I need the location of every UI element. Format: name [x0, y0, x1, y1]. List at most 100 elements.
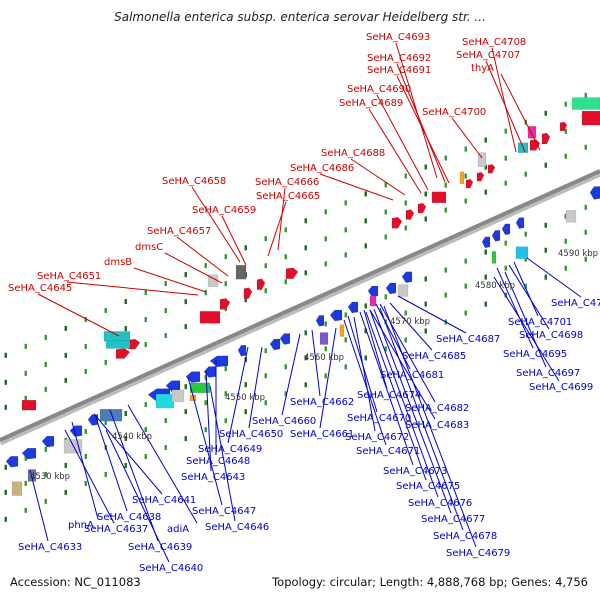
tick-mark — [484, 274, 487, 280]
tick-mark — [164, 308, 167, 314]
gene-arrow — [481, 236, 491, 249]
tick-mark — [524, 283, 527, 289]
tick-mark — [464, 283, 467, 289]
tick-mark — [504, 265, 507, 271]
gene-arrow — [347, 301, 359, 314]
tick-mark — [384, 209, 387, 215]
gene-label: SeHA_C4643 — [181, 472, 245, 483]
tick-mark — [64, 352, 67, 358]
tick-mark — [424, 216, 427, 222]
gene-label: SeHA_C4682 — [405, 403, 469, 414]
gene-label: SeHA_C4677 — [421, 514, 485, 525]
gene-arrow — [69, 425, 83, 437]
backbone-line — [0, 169, 600, 442]
tick-mark — [364, 191, 367, 197]
gene-block — [105, 340, 131, 349]
gene-label: SeHA_C4672 — [345, 432, 409, 443]
topology-label: Topology: circular; Length: 4,888,768 bp… — [272, 575, 588, 589]
tick-mark — [204, 263, 207, 269]
tick-mark — [204, 375, 207, 381]
callout-line — [508, 264, 550, 330]
gene-arrow — [405, 209, 415, 220]
gene-label: SeHA_C4647 — [192, 506, 256, 517]
tick-mark — [584, 229, 587, 235]
gene-label: SeHA_C4660 — [252, 416, 316, 427]
gene-label: SeHA_C4675 — [396, 481, 460, 492]
tick-mark — [184, 299, 187, 305]
gene-label: SeHA_C4686 — [290, 163, 354, 174]
callout-line — [379, 307, 464, 531]
tick-mark — [104, 307, 107, 313]
backbone — [0, 169, 600, 446]
tick-mark — [264, 263, 267, 269]
scale-label: 4580 kbp — [475, 281, 515, 291]
gene-arrow — [385, 282, 397, 295]
tick-mark — [484, 189, 487, 195]
callout-line — [221, 215, 247, 266]
tick-mark — [124, 463, 127, 469]
gene-block — [477, 152, 487, 167]
callout-line — [376, 94, 429, 191]
gene-label: SeHA_C4698 — [519, 330, 583, 341]
tick-mark — [144, 427, 147, 433]
tick-mark — [164, 418, 167, 424]
gene-label: SeHA_C4658 — [162, 176, 226, 187]
tick-mark — [404, 173, 407, 179]
gene-label: dmsC — [135, 242, 163, 253]
tick-mark — [324, 236, 327, 242]
gene-label: SeHA_C4671 — [356, 446, 420, 457]
gene-block — [581, 110, 600, 126]
gene-block — [103, 331, 131, 342]
tick-mark — [84, 428, 87, 434]
tick-mark — [524, 171, 527, 177]
gene-block — [459, 171, 465, 185]
tick-mark — [364, 303, 367, 309]
callout-line — [164, 252, 223, 284]
tick-mark — [284, 254, 287, 260]
tick-mark — [404, 310, 407, 316]
tick-mark — [64, 462, 67, 468]
tick-mark — [564, 128, 567, 134]
tick-mark — [344, 227, 347, 233]
tick-mark — [464, 310, 467, 316]
callout-line — [504, 271, 547, 368]
tick-mark — [584, 204, 587, 210]
tick-mark — [124, 411, 127, 417]
callout-line — [451, 117, 483, 159]
gene-label: SeHA_C4679 — [446, 548, 510, 559]
gene-arrow — [417, 202, 427, 214]
tick-mark — [264, 373, 267, 379]
scale-label: 4590 kbp — [558, 249, 598, 259]
tick-mark — [4, 464, 7, 470]
gene-block — [21, 399, 37, 411]
tick-mark — [444, 267, 447, 273]
gene-block — [155, 393, 175, 409]
tick-mark — [224, 366, 227, 372]
gene-block — [339, 324, 345, 337]
gene-label: SeHA_C4681 — [380, 370, 444, 381]
callout-line — [209, 385, 236, 522]
callout-line — [353, 316, 376, 432]
callout-line — [95, 417, 128, 512]
tick-mark — [144, 402, 147, 408]
gene-arrow — [559, 121, 568, 132]
tick-mark — [224, 254, 227, 260]
tick-mark — [484, 249, 487, 255]
tick-mark — [564, 238, 567, 244]
gene-label: SeHA_C4661 — [290, 429, 354, 440]
tick-mark — [344, 200, 347, 206]
gene-label: SeHA_C4688 — [321, 148, 385, 159]
callout-line — [277, 187, 286, 251]
gene-label: SeHA_C4702 — [551, 298, 600, 309]
gene-label: adiA — [167, 524, 189, 535]
gene-label: SeHA_C4699 — [529, 382, 593, 393]
gene-arrow — [589, 186, 600, 200]
gene-arrow — [243, 287, 253, 299]
callout-line — [395, 42, 438, 179]
tick-mark — [64, 325, 67, 331]
callout-line — [491, 47, 517, 153]
gene-arrow — [541, 132, 551, 145]
tick-mark — [84, 453, 87, 459]
gene-block — [431, 191, 447, 204]
tick-mark — [244, 382, 247, 388]
